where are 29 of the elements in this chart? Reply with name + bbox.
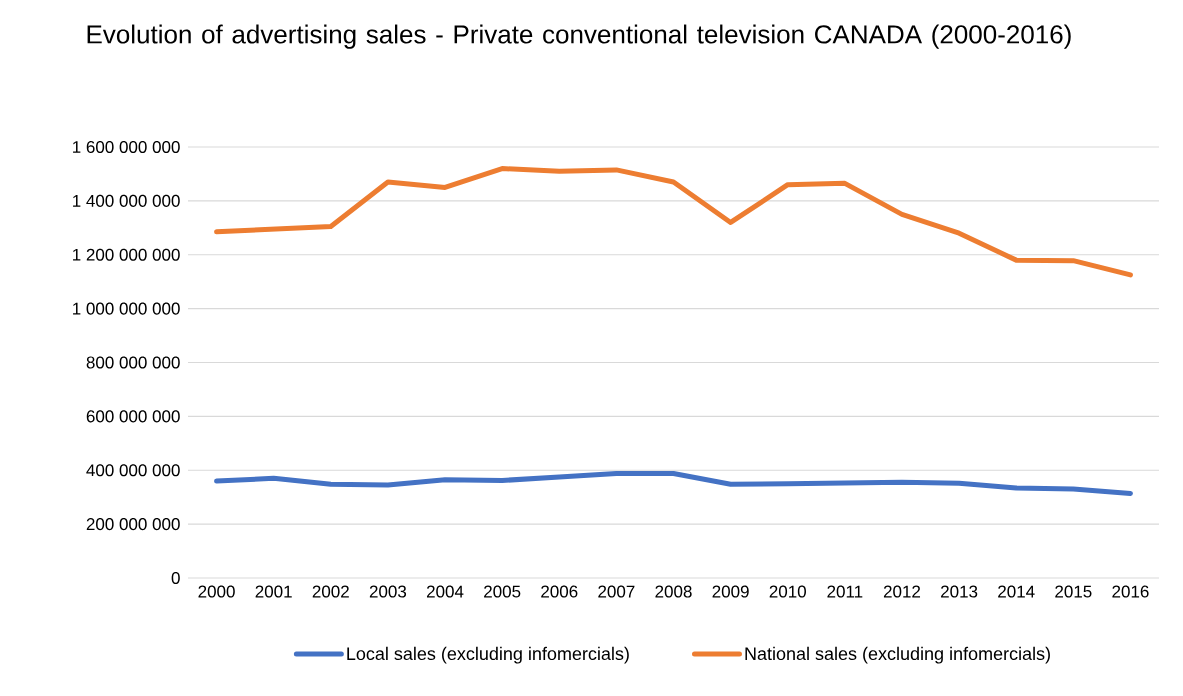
x-tick-label: 2010 [769,585,806,598]
chart-title: Evolution of advertising sales - Private conventional television CANADA (2000-2016) [87,24,1071,49]
x-tick-label: 2006 [541,585,578,598]
y-tick-label: 800 000 000 [86,356,180,369]
y-tick-label: 200 000 000 [86,518,180,531]
x-tick-label: 2013 [941,585,978,598]
x-tick-label: 2014 [998,585,1035,598]
y-tick-label: 400 000 000 [86,464,180,477]
y-tick-label: 600 000 000 [86,410,180,423]
y-tick-label: 1 400 000 000 [73,194,180,207]
x-tick-label: 2002 [312,585,349,598]
x-tick-label: 2008 [655,585,692,598]
x-tick-label: 2003 [369,585,407,598]
x-tick-label: 2012 [883,585,921,598]
x-tick-label: 2011 [827,585,863,598]
y-tick-label: 1 000 000 000 [73,302,180,315]
x-tick-label: 2016 [1112,585,1149,598]
y-tick-label: 1 200 000 000 [73,248,180,261]
x-tick-label: 2007 [598,585,635,598]
x-tick-label: 2004 [426,585,464,598]
x-tick-label: 2005 [484,585,521,598]
y-tick-label: 0 [171,571,180,585]
legend-label: National sales (excluding infomercials) [745,646,1050,664]
x-tick-label: 2000 [198,585,235,598]
x-tick-label: 2009 [712,585,749,598]
x-tick-label: 2001 [255,585,292,598]
y-tick-label: 1 600 000 000 [73,140,180,154]
x-tick-label: 2015 [1055,585,1092,598]
legend-label: Local sales (excluding infomercials) [347,646,629,664]
